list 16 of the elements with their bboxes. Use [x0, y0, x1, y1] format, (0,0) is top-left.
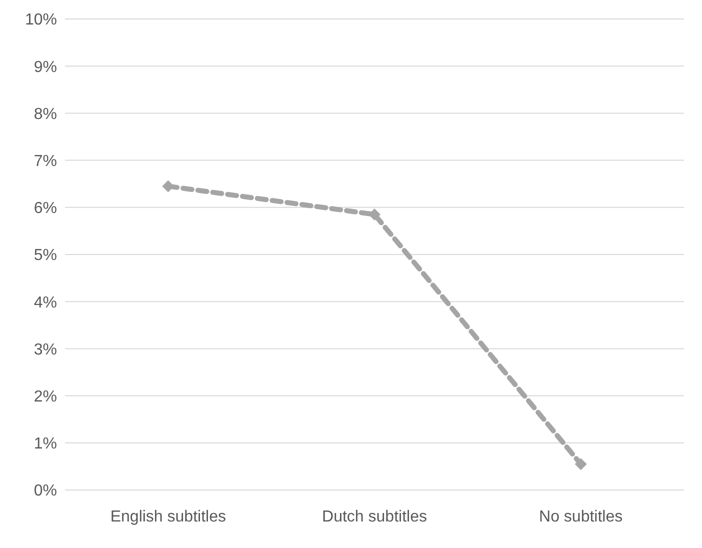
y-tick-label: 1%: [34, 436, 57, 453]
point: [574, 458, 587, 470]
x-tick-label: English subtitles: [110, 508, 226, 526]
y-tick-label: 9%: [34, 58, 57, 76]
x-tick-label: No subtitles: [539, 508, 623, 526]
y-tick-label: 3%: [34, 341, 57, 358]
point: [368, 208, 380, 220]
y-tick-label: 8%: [34, 106, 57, 123]
y-tick-label: 2%: [34, 388, 57, 406]
x-tick-label: Dutch subtitles: [322, 508, 427, 526]
y-tick-label: 4%: [34, 294, 57, 312]
y-tick-label: 7%: [34, 152, 57, 170]
y-tick-label: 6%: [34, 200, 57, 218]
y-tick-label: 0%: [34, 482, 57, 500]
y-tick-label: 10%: [24, 12, 57, 29]
y-tick-label: 5%: [34, 247, 57, 264]
